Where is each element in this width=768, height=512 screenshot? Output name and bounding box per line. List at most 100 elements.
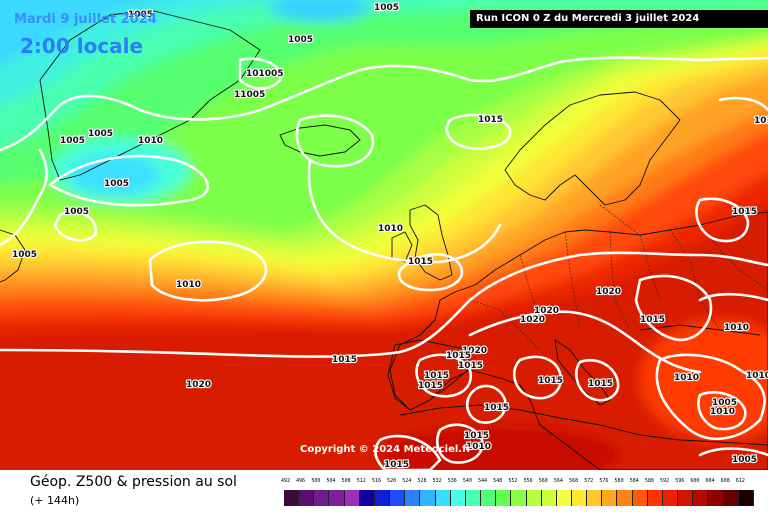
legend-swatch [435,490,451,506]
pressure-label: 1010 [466,442,491,452]
pressure-label: 1015 [484,403,509,413]
legend-tick-label: 556 [523,478,533,484]
color-scale-legend: 492 496 500 504 508 512 516 520 524 528 532 536 540 5… [281,478,754,508]
pressure-label: 1015 [588,379,613,389]
pressure-label: 1015 [408,257,433,267]
legend-swatch [556,490,572,506]
pressure-label: 1005 [712,398,737,408]
legend-tick-label: 600 [690,478,700,484]
pressure-label: 1010 [138,136,163,146]
legend-swatch [314,490,330,506]
pressure-label: 1005 [104,179,129,189]
legend-tick-label: 584 [629,478,639,484]
isobars [0,56,768,470]
legend-swatch [602,490,618,506]
legend-swatch [420,490,436,506]
pressure-label: 1005 [732,455,757,465]
legend-tick-label: 568 [569,478,579,484]
pressure-label: 1015 [538,376,563,386]
legend-tick-label: 508 [341,478,351,484]
pressure-label: 1005 [64,207,89,217]
legend-swatch [738,490,754,506]
legend-tick-label: 544 [478,478,488,484]
pressure-label: 1015 [384,460,409,470]
pressure-label: 1020 [520,315,545,325]
legend-swatch [329,490,345,506]
legend-tick-label: 564 [553,478,563,484]
pressure-label: 1005 [60,136,85,146]
legend-swatch [632,490,648,506]
forecast-lead-time: (+ 144h) [30,494,80,507]
forecast-date: Mardi 9 juillet 2024 [14,12,157,27]
legend-tick-label: 500 [311,478,321,484]
model-run-banner: Run ICON 0 Z du Mercredi 3 juillet 2024 [470,10,768,28]
legend-swatch [359,490,375,506]
legend-swatch [526,490,542,506]
legend-swatch [587,490,603,506]
legend-tick-label: 592 [660,478,670,484]
pressure-label: 1005 [128,10,153,20]
pressure-label: 1015 [754,116,768,126]
legend-tick-label: 576 [599,478,609,484]
pressure-label: 101005 [246,69,284,79]
pressure-labels: 1005 1005 1005 1005 101005 11005 1010 10… [11,2,768,470]
map-product-title: Géop. Z500 & pression au sol [30,474,237,490]
forecast-time: 2:00 locale [20,34,144,58]
legend-tick-label: 532 [432,478,442,484]
copyright-notice: Copyright © 2024 Meteociel.fr [300,444,472,455]
legend-tick-label: 596 [675,478,685,484]
legend-tick-label: 572 [584,478,594,484]
pressure-label: 1010 [674,373,699,383]
pressure-label: 1015 [732,207,757,217]
legend-tick-label: 528 [417,478,427,484]
pressure-label: 1020 [462,346,487,356]
legend-tick-label: 548 [493,478,503,484]
pressure-label: 1015 [418,381,443,391]
pressure-label: 1020 [534,306,559,316]
pressure-label: 1005 [12,250,37,260]
legend-tick-label: 504 [326,478,336,484]
legend-tick-label: 516 [371,478,381,484]
pressure-label: 1015 [424,371,449,381]
pressure-label: 11005 [234,90,265,100]
legend-swatch [450,490,466,506]
legend-swatches [284,490,754,506]
legend-tick-label: 588 [644,478,654,484]
pressure-label: 1015 [458,361,483,371]
legend-tick-label: 608 [720,478,730,484]
legend-tick-label: 552 [508,478,518,484]
pressure-label: 1020 [596,287,621,297]
legend-tick-label: 536 [447,478,457,484]
pressure-label: 1010 [746,371,768,381]
legend-swatch [390,490,406,506]
pressure-label: 1010 [176,280,201,290]
legend-swatch [374,490,391,506]
legend-tick-label: 604 [705,478,715,484]
legend-swatch [465,490,482,506]
legend-tick-labels: 492 496 500 504 508 512 516 520 524 528 532 536 540 5… [281,478,754,488]
legend-swatch [405,490,421,506]
pressure-label: 1020 [186,380,211,390]
legend-tick-label: 520 [387,478,397,484]
legend-tick-label: 540 [462,478,472,484]
legend-swatch [647,490,663,506]
weather-map: 1005 1005 1005 1005 101005 11005 1010 10… [0,0,768,470]
pressure-label: 1010 [378,224,403,234]
pressure-label: 1010 [724,323,749,333]
legend-swatch [299,490,315,506]
legend-swatch [571,490,588,506]
pressure-label: 1005 [374,3,399,13]
legend-swatch [662,490,679,506]
pressure-label: 1005 [88,129,113,139]
legend-swatch [617,490,633,506]
legend-swatch [344,490,360,506]
legend-swatch [496,490,512,506]
legend-tick-label: 560 [538,478,548,484]
pressure-label: 1010 [710,407,735,417]
pressure-label: 1015 [464,431,489,441]
legend-swatch [723,490,739,506]
legend-swatch [678,490,694,506]
legend-swatch [693,490,709,506]
pressure-label: 1015 [332,355,357,365]
